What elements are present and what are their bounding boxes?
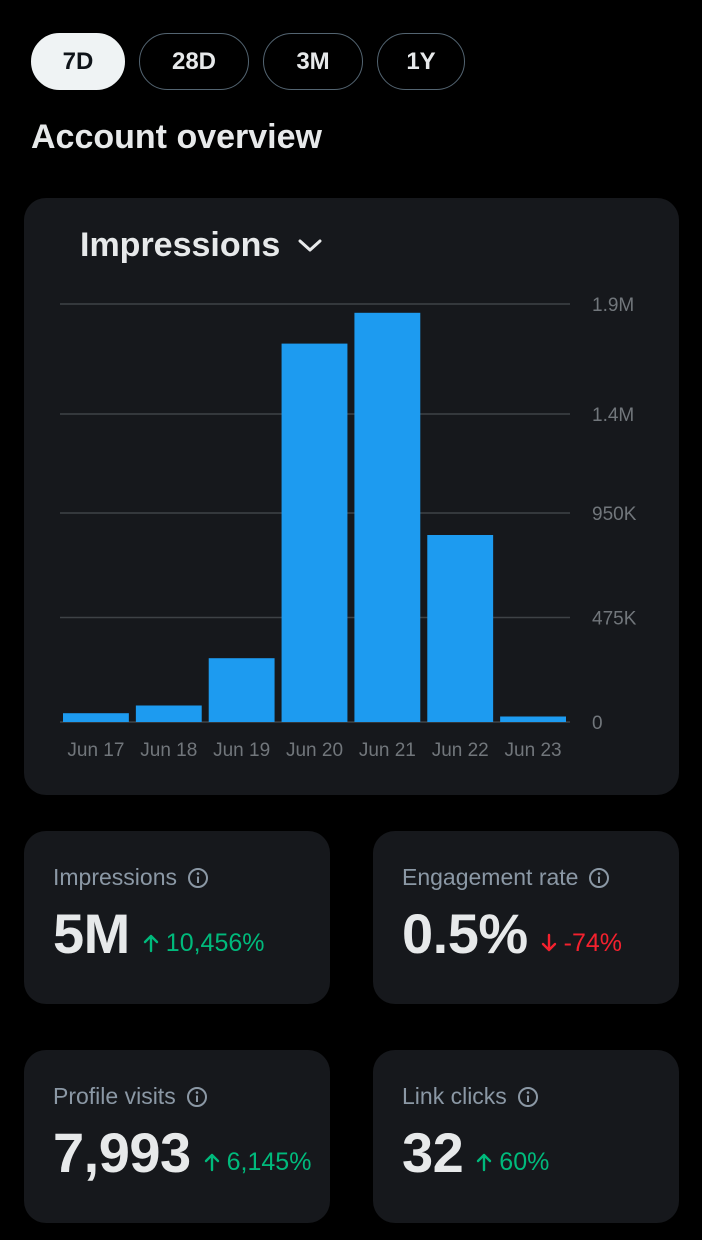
x-tick-label: Jun 19 bbox=[213, 740, 270, 761]
stat-card-profile-visits[interactable]: Profile visits 7,993 6,145% bbox=[24, 1050, 330, 1223]
info-icon[interactable] bbox=[187, 867, 209, 889]
arrow-up-icon bbox=[477, 1153, 492, 1172]
stat-change: 60% bbox=[475, 1148, 549, 1177]
stat-card-impressions[interactable]: Impressions 5M 10,456% bbox=[24, 831, 330, 1004]
x-tick-label: Jun 18 bbox=[140, 740, 197, 761]
stat-value: 7,993 bbox=[53, 1121, 191, 1184]
bar-jun-17[interactable] bbox=[63, 713, 129, 722]
stat-change-value: -74% bbox=[563, 928, 623, 957]
y-tick-label: 0 bbox=[592, 713, 603, 734]
stat-change: 10,456% bbox=[142, 929, 265, 958]
stat-label: Link clicks bbox=[402, 1083, 507, 1109]
tab-3m[interactable]: 3M bbox=[263, 33, 363, 90]
stat-value: 5M bbox=[53, 902, 130, 965]
stat-change-value: 6,145% bbox=[226, 1147, 312, 1176]
impressions-bar-chart: 0 475K 950K 1.4M 1.9M Jun 17 Jun 18 Jun 19 Jun 2… bbox=[60, 295, 637, 761]
tab-1y[interactable]: 1Y bbox=[377, 33, 465, 90]
y-tick-label: 950K bbox=[592, 504, 637, 525]
stat-value: 0.5% bbox=[402, 902, 528, 965]
stat-card-link-clicks[interactable]: Link clicks 32 60% bbox=[373, 1050, 679, 1223]
stat-label: Impressions bbox=[53, 864, 177, 890]
bar-jun-18[interactable] bbox=[135, 705, 202, 723]
tab-7d[interactable]: 7D bbox=[31, 33, 125, 90]
metric-dropdown[interactable]: Impressions bbox=[80, 226, 322, 265]
x-tick-label: Jun 20 bbox=[286, 740, 343, 761]
stat-value: 32 bbox=[402, 1121, 464, 1184]
bar-jun-21[interactable] bbox=[354, 312, 421, 722]
y-tick-label: 1.9M bbox=[592, 295, 634, 316]
page-title: Account overview bbox=[31, 118, 322, 156]
x-tick-label: Jun 21 bbox=[359, 740, 416, 761]
x-tick-label: Jun 17 bbox=[67, 740, 124, 761]
stat-change-value: 60% bbox=[499, 1147, 550, 1176]
bar-jun-19[interactable] bbox=[208, 658, 275, 722]
x-tick-label: Jun 22 bbox=[432, 740, 489, 761]
chevron-down-icon bbox=[298, 239, 322, 251]
arrow-up-icon bbox=[204, 1153, 219, 1172]
x-tick-label: Jun 23 bbox=[505, 740, 562, 761]
arrow-down-icon bbox=[541, 933, 556, 952]
stat-card-engagement-rate[interactable]: Engagement rate 0.5% -74% bbox=[373, 831, 679, 1004]
range-tabs: 7D 28D 3M 1Y bbox=[31, 33, 465, 90]
info-icon[interactable] bbox=[588, 867, 610, 889]
y-tick-label: 475K bbox=[592, 609, 637, 630]
stat-change-value: 10,456% bbox=[165, 928, 265, 957]
bar-jun-23[interactable] bbox=[500, 716, 566, 723]
arrow-up-icon bbox=[143, 934, 158, 953]
y-tick-label: 1.4M bbox=[592, 405, 634, 426]
info-icon[interactable] bbox=[186, 1086, 208, 1108]
metric-dropdown-label: Impressions bbox=[80, 226, 281, 264]
bar-jun-22[interactable] bbox=[427, 535, 494, 722]
tab-28d[interactable]: 28D bbox=[139, 33, 249, 90]
stat-label: Profile visits bbox=[53, 1083, 176, 1109]
stat-change: -74% bbox=[540, 929, 622, 958]
info-icon[interactable] bbox=[517, 1086, 539, 1108]
bar-jun-20[interactable] bbox=[281, 343, 348, 722]
chart-card: 0 475K 950K 1.4M 1.9M Jun 17 Jun 18 Jun 19 Jun 2… bbox=[24, 198, 679, 795]
stat-change: 6,145% bbox=[203, 1147, 312, 1177]
stat-label: Engagement rate bbox=[402, 864, 579, 890]
